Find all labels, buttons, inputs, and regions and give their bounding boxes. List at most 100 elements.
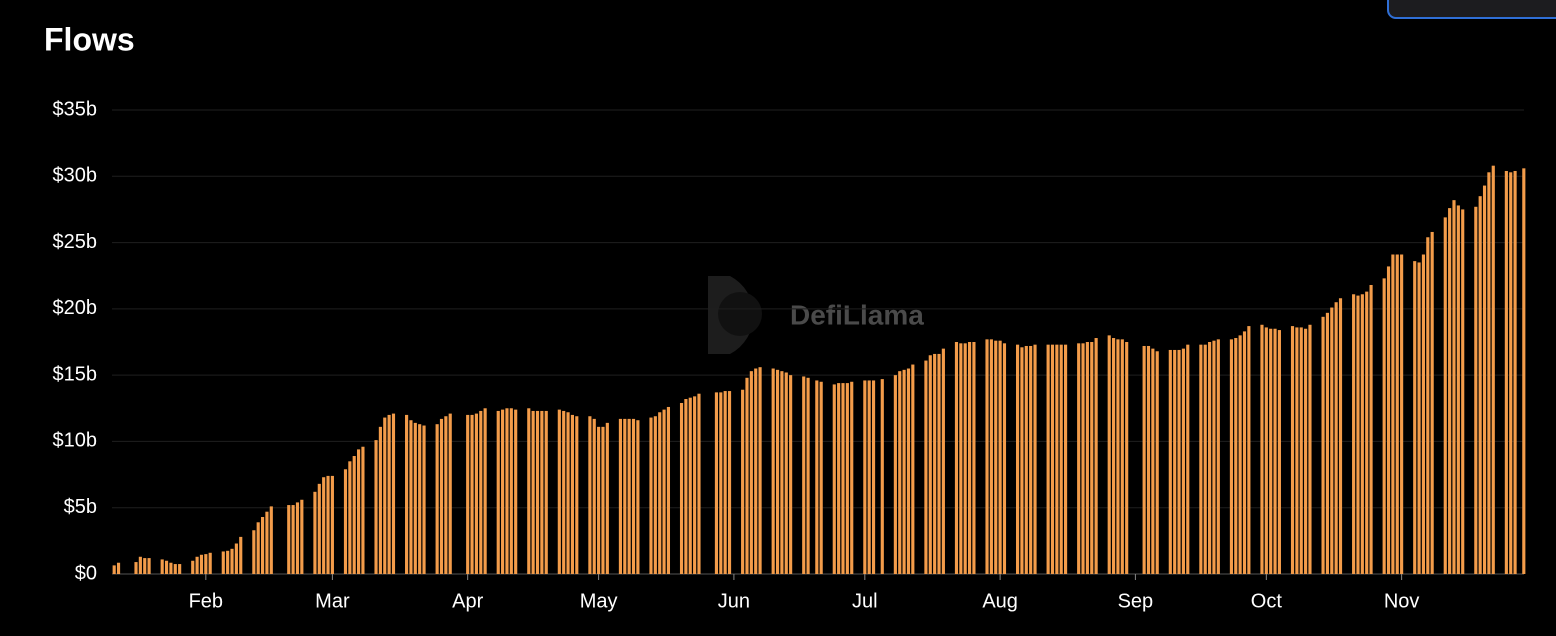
- bar: [880, 379, 884, 574]
- bar: [758, 367, 762, 574]
- x-tick-label: Oct: [1251, 590, 1283, 612]
- bar: [557, 409, 561, 574]
- bar: [649, 417, 653, 574]
- bar: [562, 410, 566, 574]
- x-tick-label: May: [580, 590, 618, 612]
- bar: [160, 559, 164, 574]
- bar: [1033, 344, 1037, 574]
- bar: [941, 348, 945, 574]
- y-tick-label: $0: [75, 562, 97, 584]
- bar: [199, 554, 204, 574]
- bar: [1448, 208, 1452, 575]
- bar: [867, 380, 871, 574]
- bar: [937, 353, 941, 574]
- bar: [684, 399, 688, 574]
- y-tick-label: $5b: [64, 496, 97, 518]
- bar: [169, 562, 173, 574]
- bar: [1116, 339, 1120, 574]
- bar: [143, 558, 147, 574]
- menu-button[interactable]: [1387, 0, 1556, 19]
- bar: [348, 461, 352, 574]
- bar: [112, 565, 116, 574]
- y-tick-label: $10b: [53, 430, 98, 452]
- bar: [116, 562, 121, 574]
- watermark: DefiLlama: [790, 299, 924, 330]
- bar: [1107, 335, 1111, 574]
- x-tick-label: Mar: [315, 590, 350, 612]
- bar: [575, 416, 579, 574]
- bar: [954, 342, 959, 574]
- bar: [1382, 278, 1386, 574]
- bar: [819, 381, 823, 574]
- bar: [1085, 342, 1089, 574]
- bar: [863, 380, 867, 574]
- bar: [265, 511, 269, 574]
- bar: [361, 446, 365, 574]
- bar: [496, 410, 500, 574]
- bar: [601, 426, 605, 574]
- bar: [727, 391, 732, 574]
- bar: [1199, 344, 1203, 574]
- bar: [138, 556, 142, 574]
- bar: [1247, 326, 1251, 574]
- bar: [1509, 172, 1513, 574]
- bar: [1430, 231, 1434, 575]
- bar: [1277, 330, 1281, 574]
- bar: [1264, 327, 1268, 574]
- bar: [850, 381, 854, 574]
- bar: [1369, 284, 1373, 574]
- bar: [535, 410, 540, 574]
- bar: [195, 556, 199, 574]
- y-tick-label: $35b: [53, 98, 98, 120]
- bar: [1395, 254, 1399, 574]
- bar: [1391, 254, 1395, 574]
- bar: [221, 551, 225, 574]
- bar: [1334, 302, 1338, 574]
- bar: [1513, 170, 1517, 575]
- bar: [1443, 217, 1447, 574]
- bar: [1482, 185, 1487, 574]
- bar: [963, 343, 967, 574]
- bar: [933, 353, 937, 574]
- bar: [723, 391, 727, 574]
- bar: [474, 413, 478, 574]
- bar: [134, 562, 138, 574]
- bar: [1260, 324, 1264, 574]
- bar: [627, 418, 631, 574]
- bar: [1487, 172, 1491, 574]
- bar: [505, 408, 509, 574]
- bar: [784, 372, 788, 574]
- x-tick-label: Apr: [452, 590, 483, 612]
- bar: [631, 418, 636, 574]
- bar: [688, 397, 692, 574]
- bar: [623, 418, 627, 574]
- bar: [509, 408, 513, 574]
- bar: [1112, 338, 1116, 574]
- watermark-logo: [708, 276, 762, 354]
- bar: [714, 392, 719, 574]
- bar: [754, 368, 758, 574]
- bar: [1426, 237, 1430, 575]
- bar: [405, 414, 409, 574]
- bar: [605, 422, 609, 574]
- bar: [1417, 262, 1421, 574]
- bar: [1024, 345, 1028, 574]
- bar: [967, 342, 972, 574]
- bar: [745, 377, 749, 574]
- bar: [448, 413, 452, 574]
- x-tick-label: Nov: [1384, 590, 1420, 612]
- bar: [287, 505, 291, 574]
- bar: [147, 558, 151, 574]
- bar: [269, 506, 273, 574]
- bar: [1181, 348, 1185, 574]
- bar: [1461, 209, 1465, 574]
- bar: [527, 408, 531, 574]
- bar: [260, 516, 265, 574]
- bar: [208, 552, 212, 574]
- bar: [662, 409, 666, 574]
- bar: [1020, 347, 1024, 574]
- bar: [666, 406, 671, 574]
- bar: [352, 456, 356, 574]
- bar: [570, 414, 574, 574]
- bar: [300, 499, 304, 574]
